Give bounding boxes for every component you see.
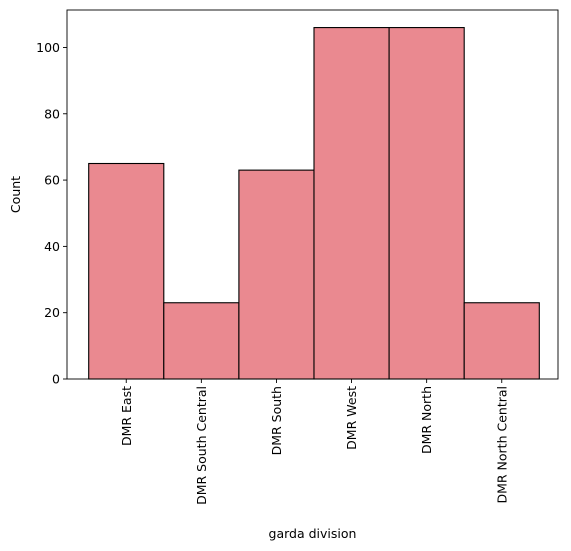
- x-tick-label-3: DMR West: [344, 386, 359, 450]
- bar-5: [463, 302, 540, 380]
- bar-0: [88, 162, 165, 380]
- axes-layer: [66, 9, 559, 380]
- bar-3: [313, 27, 390, 380]
- x-tick-label-1: DMR South Central: [194, 386, 209, 505]
- x-tick-label-0: DMR East: [119, 386, 134, 446]
- y-tick-label-3: 60: [44, 173, 60, 188]
- y-tick-label-1: 20: [44, 305, 60, 320]
- bar-1: [163, 302, 240, 380]
- x-tick-label-2: DMR South: [269, 386, 284, 455]
- bar-2: [238, 169, 315, 380]
- y-tick-label-4: 80: [44, 106, 60, 121]
- y-tick-label-5: 100: [36, 40, 60, 55]
- x-tick-label-4: DMR North: [419, 386, 434, 454]
- bar-4: [388, 27, 465, 380]
- x-ticks-layer: DMR East DMR South Central DMR South DMR We…: [119, 379, 509, 505]
- y-tick-label-0: 0: [52, 372, 60, 387]
- y-ticks-layer: 0 20 40 60 80 100: [36, 40, 67, 387]
- bars-layer: [88, 27, 540, 380]
- x-tick-label-5: DMR North Central: [494, 386, 509, 504]
- y-tick-label-2: 40: [44, 239, 60, 254]
- y-axis-label: Count: [8, 176, 23, 213]
- x-axis-label: garda division: [269, 526, 357, 541]
- plot-frame: [66, 9, 559, 380]
